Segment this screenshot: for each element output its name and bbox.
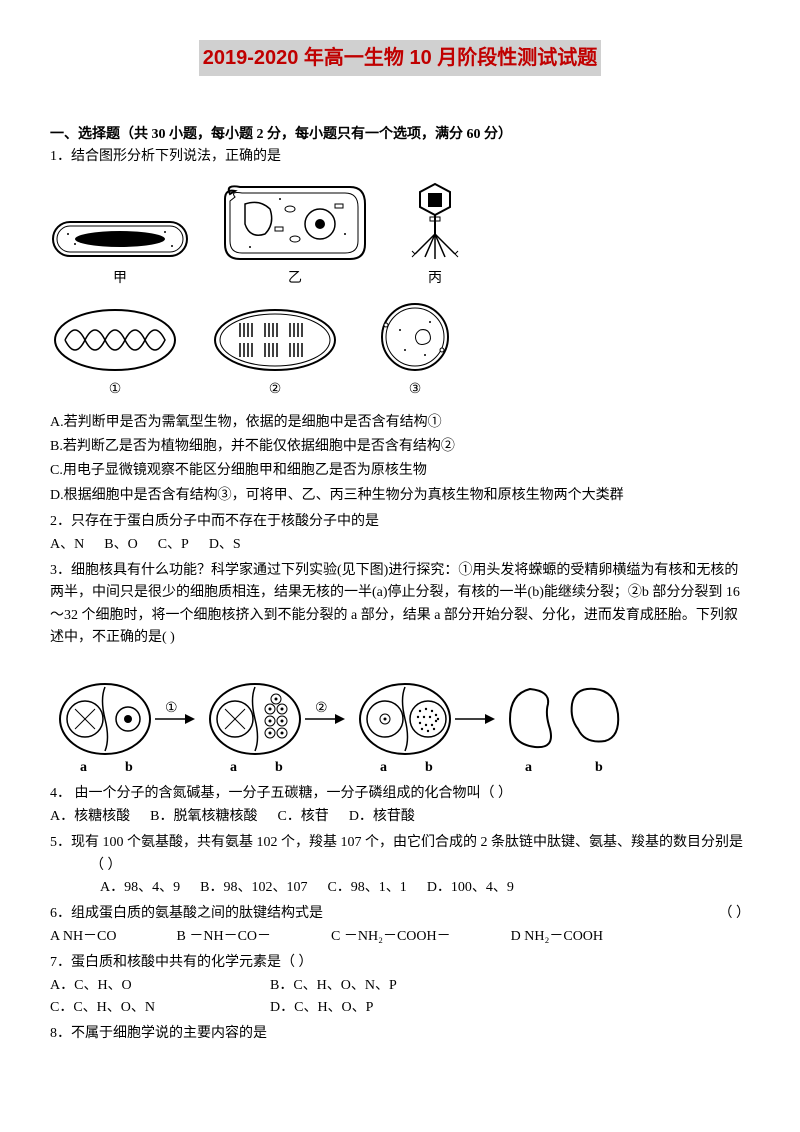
q5-optB: B．98、102、107 xyxy=(200,877,307,899)
q3-diagram: a b ① a b ② xyxy=(50,669,670,779)
q6-optD: D NH₂－COOH xyxy=(511,926,603,948)
q4-optD: D．核苷酸 xyxy=(349,806,415,828)
diagram-jia: 甲 xyxy=(50,214,190,290)
q5-optA: A．98、4、9 xyxy=(100,877,180,899)
q2-stem: 2．只存在于蛋白质分子中而不存在于核酸分子中的是 xyxy=(50,511,750,533)
q2-optD: D、S xyxy=(209,534,241,556)
q2-optC: C、P xyxy=(158,534,189,556)
label-yi: 乙 xyxy=(220,268,370,290)
q7-optC: C．C、H、O、N xyxy=(50,997,270,1019)
q7-stem: 7．蛋白质和核酸中共有的化学元素是（ ） xyxy=(50,952,750,974)
diagram-3: ③ xyxy=(370,300,460,401)
diagram-1: ① xyxy=(50,305,180,401)
q2-optB: B、O xyxy=(104,534,137,556)
q7-optD: D．C、H、O、P xyxy=(270,997,373,1019)
q4-optA: A．核糖核酸 xyxy=(50,806,130,828)
q1-optB: B.若判断乙是否为植物细胞，并不能仅依据细胞中是否含有结构② xyxy=(50,436,750,458)
q6-optC: C －NH₂－COOH－ xyxy=(331,926,451,948)
diagram-yi: 乙 xyxy=(220,179,370,290)
diagram-bing: 丙 xyxy=(400,179,470,290)
q6-optA: A NH－CO xyxy=(50,926,117,948)
question-4: 4． 由一个分子的含氮碱基，一分子五碳糖，一分子磷组成的化合物叫（ ） A．核糖… xyxy=(50,783,750,828)
label-1: ① xyxy=(50,379,180,401)
q5-options: A．98、4、9 B．98、102、107 C．98、1、1 D．100、4、9 xyxy=(100,877,750,899)
svg-text:b: b xyxy=(275,760,283,775)
question-6: 6．组成蛋白质的氨基酸之间的肽键结构式是 （ ） A NH－CO B －NH－C… xyxy=(50,903,750,948)
svg-text:a: a xyxy=(525,760,532,775)
section-1-header: 一、选择题（共 30 小题，每小题 2 分，每小题只有一个选项，满分 60 分） xyxy=(50,124,750,146)
q4-optB: B．脱氧核糖核酸 xyxy=(150,806,257,828)
q5-paren: （ ） xyxy=(90,858,122,873)
question-3: 3．细胞核具有什么功能？科学家通过下列实验(见下图)进行探究：①用头发将蝾螈的受… xyxy=(50,560,750,780)
q7-optB: B．C、H、O、N、P xyxy=(270,975,397,997)
svg-text:b: b xyxy=(425,760,433,775)
q6-stem: 6．组成蛋白质的氨基酸之间的肽键结构式是 xyxy=(50,903,323,925)
q1-stem: 1．结合图形分析下列说法，正确的是 xyxy=(50,146,750,168)
q1-optA: A.若判断甲是否为需氧型生物，依据的是细胞中是否含有结构① xyxy=(50,412,750,434)
question-7: 7．蛋白质和核酸中共有的化学元素是（ ） A．C、H、O B．C、H、O、N、P… xyxy=(50,952,750,1019)
svg-text:b: b xyxy=(595,760,603,775)
document-title: 2019-2020 年高一生物 10 月阶段性测试试题 xyxy=(199,40,602,76)
svg-text:a: a xyxy=(380,760,387,775)
q5-stem: 5．现有 100 个氨基酸，共有氨基 102 个，羧基 107 个，由它们合成的… xyxy=(50,835,743,850)
svg-text:②: ② xyxy=(315,701,328,716)
q5-optC: C．98、1、1 xyxy=(327,877,406,899)
label-3: ③ xyxy=(370,379,460,401)
question-8: 8．不属于细胞学说的主要内容的是 xyxy=(50,1023,750,1045)
q7-options-row2: C．C、H、O、N D．C、H、O、P xyxy=(50,997,750,1019)
question-2: 2．只存在于蛋白质分子中而不存在于核酸分子中的是 A、N B、O C、P D、S xyxy=(50,511,750,556)
q3-stem: 3．细胞核具有什么功能？科学家通过下列实验(见下图)进行探究：①用头发将蝾螈的受… xyxy=(50,560,750,650)
q5-optD: D．100、4、9 xyxy=(427,877,514,899)
q4-options: A．核糖核酸 B．脱氧核糖核酸 C．核苷 D．核苷酸 xyxy=(50,806,750,828)
q4-stem: 4． 由一个分子的含氮碱基，一分子五碳糖，一分子磷组成的化合物叫（ ） xyxy=(50,783,750,805)
question-1: 1．结合图形分析下列说法，正确的是 甲 xyxy=(50,146,750,507)
svg-text:①: ① xyxy=(165,701,178,716)
q2-optA: A、N xyxy=(50,534,84,556)
q1-options: A.若判断甲是否为需氧型生物，依据的是细胞中是否含有结构① B.若判断乙是否为植… xyxy=(50,412,750,508)
q6-options: A NH－CO B －NH－CO－ C －NH₂－COOH－ D NH₂－COO… xyxy=(50,926,750,948)
q1-optD: D.根据细胞中是否含有结构③，可将甲、乙、丙三种生物分为真核生物和原核生物两个大… xyxy=(50,485,750,507)
title-container: 2019-2020 年高一生物 10 月阶段性测试试题 xyxy=(50,40,750,100)
label-jia: 甲 xyxy=(50,268,190,290)
q1-diagram-row-2: ① ② xyxy=(50,300,750,401)
q7-options-row1: A．C、H、O B．C、H、O、N、P xyxy=(50,975,750,997)
q6-optB: B －NH－CO－ xyxy=(177,926,272,948)
q1-diagram-row-1: 甲 乙 xyxy=(50,179,750,290)
svg-text:a: a xyxy=(230,760,237,775)
q6-paren: （ ） xyxy=(719,903,751,925)
svg-text:a: a xyxy=(80,760,87,775)
diagram-2: ② xyxy=(210,305,340,401)
q2-options: A、N B、O C、P D、S xyxy=(50,534,750,556)
label-bing: 丙 xyxy=(400,268,470,290)
q7-optA: A．C、H、O xyxy=(50,975,270,997)
question-5: 5．现有 100 个氨基酸，共有氨基 102 个，羧基 107 个，由它们合成的… xyxy=(50,832,750,899)
label-2: ② xyxy=(210,379,340,401)
q4-optC: C．核苷 xyxy=(277,806,328,828)
svg-text:b: b xyxy=(125,760,133,775)
q8-stem: 8．不属于细胞学说的主要内容的是 xyxy=(50,1023,750,1045)
q1-optC: C.用电子显微镜观察不能区分细胞甲和细胞乙是否为原核生物 xyxy=(50,460,750,482)
